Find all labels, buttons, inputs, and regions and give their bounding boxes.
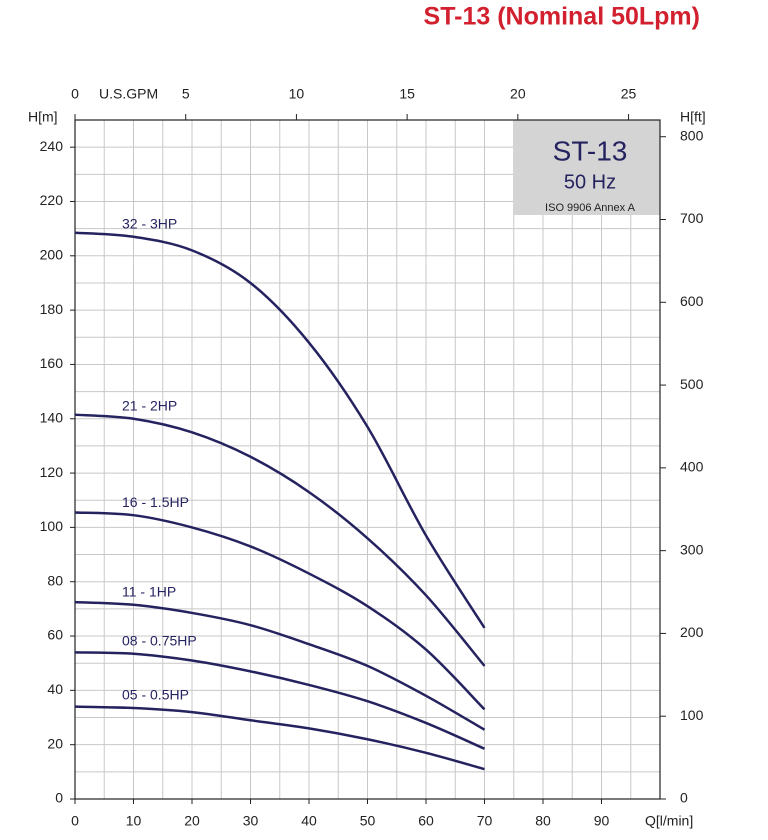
x-tick-label: 50 <box>360 813 376 829</box>
x-tick-label: 80 <box>535 813 551 829</box>
x2-tick-label: 15 <box>399 86 415 102</box>
curve-label: 16 - 1.5HP <box>122 494 189 510</box>
y-tick-label: 120 <box>40 464 64 480</box>
pump-curve <box>74 705 485 771</box>
info-box <box>513 120 660 215</box>
pump-curve <box>74 600 486 731</box>
y2-tick-label: 700 <box>680 210 704 226</box>
x2-tick-label: 5 <box>182 86 190 102</box>
curve-label: 11 - 1HP <box>122 584 176 600</box>
x-tick-label: 30 <box>243 813 259 829</box>
curve-label: 32 - 3HP <box>122 215 177 231</box>
x2-axis-label: U.S.GPM <box>99 86 158 102</box>
box-subtitle: 50 Hz <box>564 171 616 193</box>
box-note: ISO 9906 Annex A <box>545 202 636 214</box>
y-tick-label: 180 <box>40 301 64 317</box>
y2-tick-label: 300 <box>680 541 704 557</box>
curve-label: 21 - 2HP <box>122 397 177 413</box>
x-tick-label: 70 <box>477 813 493 829</box>
x2-tick-label: 0 <box>71 86 79 102</box>
pump-curve <box>74 231 486 629</box>
y-tick-label: 160 <box>40 355 64 371</box>
pump-curve <box>74 413 486 667</box>
x-tick-label: 0 <box>71 813 79 829</box>
pump-curve <box>74 651 486 750</box>
y-tick-label: 60 <box>47 627 63 643</box>
y-tick-label: 40 <box>47 681 63 697</box>
y-tick-label: 200 <box>40 247 64 263</box>
curve-label: 05 - 0.5HP <box>122 687 189 703</box>
chart-title: ST-13 (Nominal 50Lpm) <box>424 3 700 31</box>
y-tick-label: 0 <box>55 790 63 806</box>
y2-tick-label: 0 <box>680 790 688 806</box>
y2-tick-label: 500 <box>680 376 704 392</box>
y-axis-label: H[m] <box>28 109 58 125</box>
y-tick-label: 20 <box>47 735 63 751</box>
y-tick-label: 140 <box>40 409 64 425</box>
x-tick-label: 90 <box>594 813 610 829</box>
y2-tick-label: 400 <box>680 459 704 475</box>
y-tick-label: 240 <box>40 138 64 154</box>
y2-axis-label: H[ft] <box>680 109 706 125</box>
x-tick-label: 10 <box>126 813 142 829</box>
x2-tick-label: 10 <box>289 86 305 102</box>
y2-tick-label: 100 <box>680 707 704 723</box>
y2-tick-label: 600 <box>680 293 704 309</box>
y2-tick-label: 800 <box>680 127 704 143</box>
curve-label: 08 - 0.75HP <box>122 632 197 648</box>
y-tick-label: 100 <box>40 518 64 534</box>
x-axis-label: Q[l/min] <box>645 813 693 829</box>
y-tick-label: 80 <box>47 572 63 588</box>
pump-curve <box>74 511 486 711</box>
x-tick-label: 60 <box>418 813 434 829</box>
x-tick-label: 20 <box>184 813 200 829</box>
x2-tick-label: 25 <box>621 86 637 102</box>
x2-tick-label: 20 <box>510 86 526 102</box>
y2-tick-label: 200 <box>680 624 704 640</box>
x-tick-label: 40 <box>301 813 317 829</box>
box-title: ST-13 <box>553 135 628 166</box>
y-tick-label: 220 <box>40 192 64 208</box>
